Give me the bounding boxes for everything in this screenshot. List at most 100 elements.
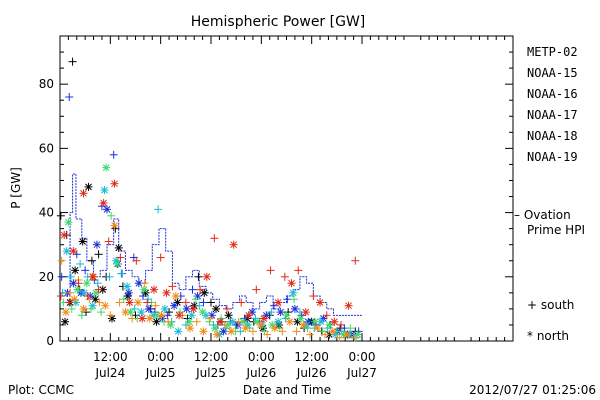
south-mark-noaa-16 [209,320,218,329]
north-mark-noaa-16 [187,311,196,320]
south-mark-noaa-18 [106,311,115,320]
south-mark-noaa-15 [283,295,292,304]
south-mark-noaa-17 [97,308,106,317]
y-tick-label: 20 [39,270,54,284]
north-mark-noaa-16 [137,308,146,317]
north-mark-noaa-16 [123,282,132,291]
north-mark-noaa-17 [126,308,135,317]
north-mark-metp-02 [200,288,209,297]
south-mark-noaa-19 [56,292,65,301]
north-mark-noaa-19 [175,311,184,320]
south-mark-noaa-19 [83,292,92,301]
south-mark-noaa-18 [305,330,314,339]
north-mark-noaa-17 [198,308,207,317]
south-mark-noaa-19 [266,266,275,275]
south-mark-noaa-17 [346,324,355,333]
north-mark-noaa-19 [344,301,353,310]
south-mark-noaa-16 [195,301,204,310]
north-mark-noaa-18 [227,327,236,336]
legend-entry-noaa-16: NOAA-16 [527,87,578,101]
south-mark-noaa-19 [222,304,231,313]
south-mark-noaa-18 [206,314,215,323]
x-tick-time-label: 12:00 [93,350,128,364]
south-mark-noaa-16 [144,295,153,304]
north-mark-noaa-18 [110,221,119,230]
north-mark-noaa-16 [174,327,183,336]
y-tick-label: 80 [39,77,54,91]
y-tick-label: 60 [39,141,54,155]
north-mark-noaa-17 [64,218,73,227]
north-mark-metp-02 [152,317,161,326]
south-mark-noaa-19 [94,285,103,294]
north-mark-noaa-17 [185,317,194,326]
north-mark-noaa-17 [113,259,122,268]
north-mark-metp-02 [212,304,221,313]
south-mark-noaa-18 [151,301,160,310]
x-tick-date-label: Jul24 [94,366,125,380]
south-mark-noaa-18 [234,317,243,326]
north-mark-noaa-15 [290,304,299,313]
north-mark-noaa-19 [125,298,134,307]
south-mark-noaa-15 [109,150,118,159]
north-mark-noaa-16 [62,247,71,256]
south-mark-noaa-16 [323,324,332,333]
north-mark-noaa-15 [233,320,242,329]
north-mark-noaa-18 [212,330,221,339]
north-mark-noaa-17 [82,279,91,288]
south-mark-noaa-18 [220,320,229,329]
north-mark-noaa-19 [189,304,198,313]
south-mark-noaa-18 [164,317,173,326]
south-mark-noaa-19 [294,266,303,275]
north-mark-noaa-19 [162,288,171,297]
south-mark-noaa-19 [74,279,83,288]
x-tick-time-label: 0:00 [349,350,376,364]
south-mark-noaa-15 [57,272,66,281]
south-mark-noaa-18 [350,333,359,342]
south-mark-noaa-16 [58,288,67,297]
south-mark-noaa-19 [65,298,74,307]
south-mark-noaa-15 [188,285,197,294]
y-tick-label: 0 [46,334,54,348]
north-mark-noaa-17 [211,324,220,333]
north-mark-noaa-19 [202,272,211,281]
north-mark-noaa-19 [69,247,78,256]
south-mark-noaa-17 [87,304,96,313]
north-mark-noaa-15 [124,288,133,297]
south-mark-noaa-18 [278,327,287,336]
south-mark-noaa-16 [66,272,75,281]
north-mark-metp-02 [98,285,107,294]
south-mark-noaa-18 [128,314,137,323]
north-mark-noaa-16 [274,317,283,326]
chart-title: Hemispheric Power [GW] [191,14,366,30]
south-mark-noaa-17 [119,295,128,304]
north-mark-noaa-17 [139,285,148,294]
north-mark-noaa-19 [244,311,253,320]
north-mark-noaa-16 [289,288,298,297]
south-mark-noaa-15 [72,250,81,259]
north-mark-noaa-16 [160,304,169,313]
north-mark-noaa-15 [92,240,101,249]
south-mark-noaa-16 [181,320,190,329]
north-mark-noaa-19 [301,308,310,317]
south-mark-noaa-19 [280,272,289,281]
legend-ovation-line2: Prime HPI [527,223,585,237]
north-mark-noaa-15 [170,301,179,310]
north-mark-metp-02 [71,266,80,275]
south-mark-noaa-17 [107,211,116,220]
legend-entry-noaa-18: NOAA-18 [527,129,578,143]
south-mark-metp-02 [56,211,65,220]
north-mark-metp-02 [61,317,70,326]
x-axis: 12:00 Jul24 0:00 Jul25 12:00 Jul25 0:00 Jul26 12… [67,36,506,380]
y-axis: 0 20 40 60 80 [39,35,513,348]
legend: METP-02 NOAA-15 NOAA-16 NOAA-17 NOAA-18 NOAA-… [514,45,585,343]
legend-south-marker: + south [527,298,574,312]
south-mark-noaa-19 [210,234,219,243]
south-mark-noaa-19 [143,298,152,307]
north-mark-noaa-18 [241,324,250,333]
north-mark-noaa-18 [101,301,110,310]
south-mark-noaa-15 [65,93,74,101]
south-mark-noaa-18 [321,330,330,339]
y-axis-label: P [GW] [9,167,23,209]
north-mark-noaa-17 [282,311,291,320]
north-mark-noaa-19 [138,314,147,323]
